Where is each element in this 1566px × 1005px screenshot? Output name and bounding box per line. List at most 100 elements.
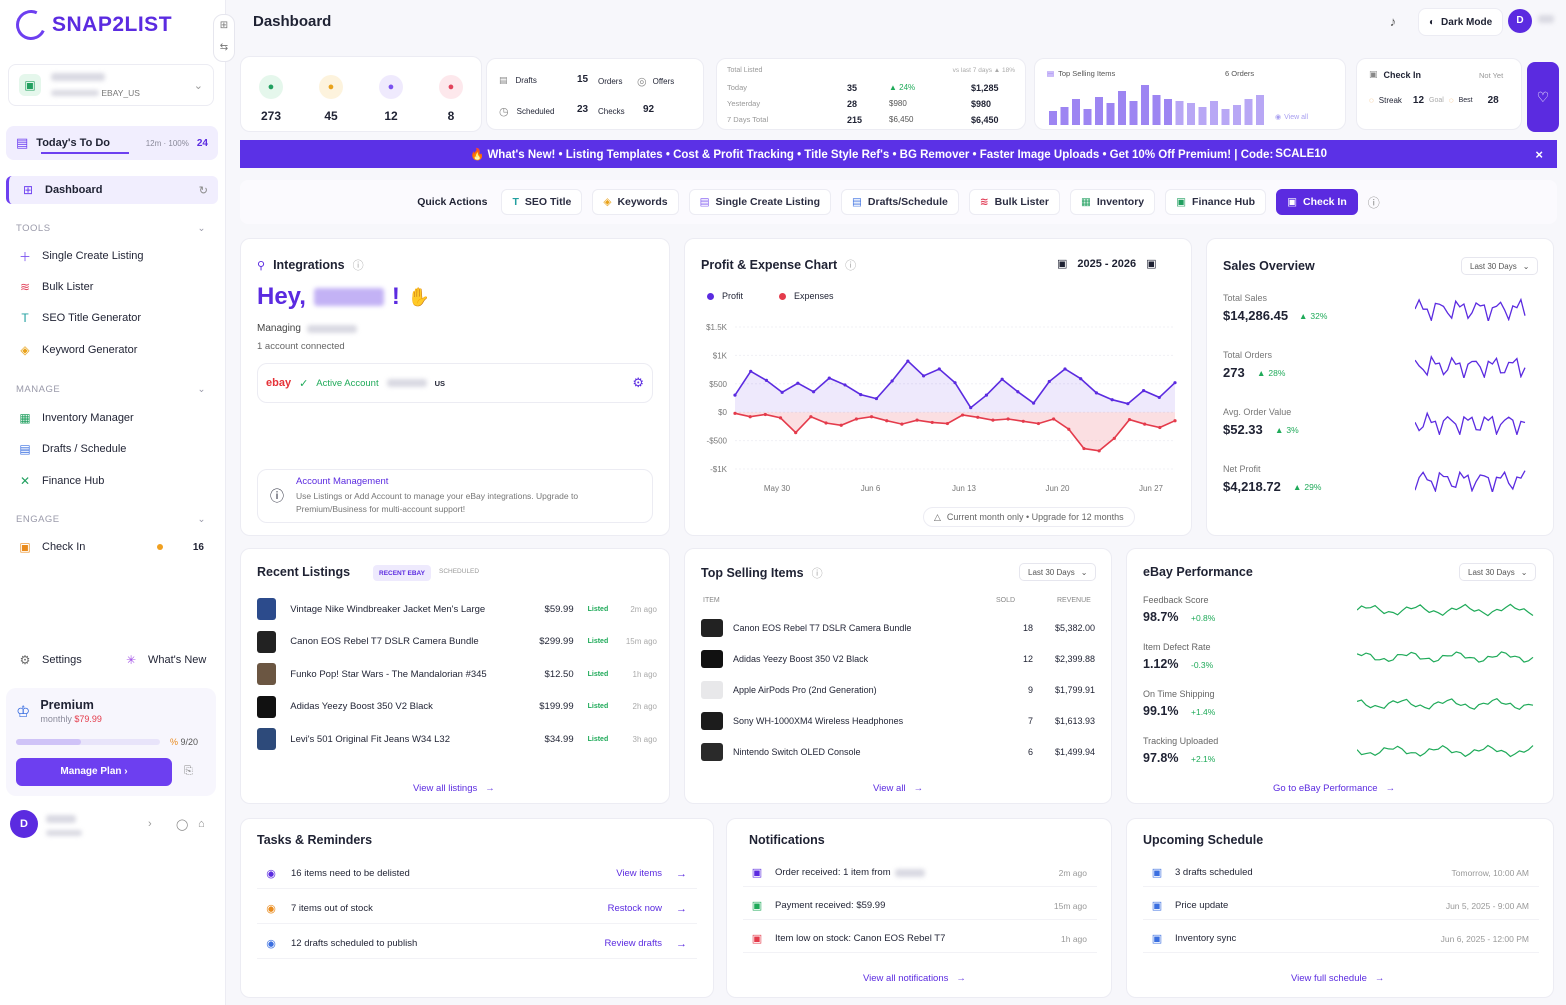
- feedback-button[interactable]: ♡: [1527, 62, 1559, 132]
- account-management-link[interactable]: Account Management: [296, 476, 389, 487]
- tab-scheduled[interactable]: SCHEDULED: [439, 568, 480, 575]
- stat-tile[interactable]: ● 8: [439, 75, 463, 123]
- mini-bar: [1210, 101, 1218, 125]
- schedule-row[interactable]: ▣ Price update Jun 5, 2025 - 9:00 AM: [1143, 892, 1539, 920]
- today-todo[interactable]: ▤ Today's To Do 12m · 100% 24: [6, 126, 218, 160]
- nav-keyword-generator[interactable]: ◈ Keyword Generator: [6, 336, 218, 364]
- listing-row[interactable]: Funko Pop! Star Wars - The Mandalorian #…: [257, 662, 657, 686]
- cart-icon: ●: [259, 75, 283, 99]
- listing-row[interactable]: Levi's 501 Original Fit Jeans W34 L32 $34…: [257, 727, 657, 751]
- qa-finance-hub-button[interactable]: ▣ Finance Hub: [1165, 189, 1267, 215]
- ebay-account-row[interactable]: ebay ✓ Active Account US ⚙: [257, 363, 653, 403]
- qa-seo-title-button[interactable]: T SEO Title: [501, 189, 583, 215]
- goal-label: Goal: [1429, 97, 1444, 104]
- view-full-schedule-link[interactable]: View full schedule →: [1291, 973, 1385, 984]
- task-action-link[interactable]: View items: [616, 868, 662, 879]
- home-icon[interactable]: ⌂: [198, 818, 205, 830]
- top-selling-row[interactable]: Canon EOS Rebel T7 DSLR Camera Bundle 18 $…: [701, 617, 1097, 639]
- info-icon[interactable]: ⓘ: [1367, 195, 1380, 210]
- listing-row[interactable]: Adidas Yeezy Boost 350 V2 Black $199.99 Li…: [257, 695, 657, 719]
- top-selling-row[interactable]: Adidas Yeezy Boost 350 V2 Black 12 $2,399.…: [701, 648, 1097, 670]
- qa-drafts-button[interactable]: ▤ Drafts/Schedule: [840, 189, 959, 215]
- close-icon[interactable]: ×: [1535, 146, 1543, 162]
- bell-icon[interactable]: ♪: [1389, 14, 1397, 29]
- scheduled-count: 23: [577, 104, 589, 115]
- nav-dashboard[interactable]: ⊞ Dashboard ↻: [6, 176, 218, 204]
- nav-finance-hub[interactable]: ✕ Finance Hub: [19, 474, 105, 488]
- info-icon[interactable]: ⓘ: [811, 568, 823, 580]
- calendar-icon: ▣: [1057, 258, 1068, 270]
- info-icon[interactable]: ⓘ: [845, 260, 857, 272]
- nav-drafts-schedule[interactable]: ▤ Drafts / Schedule: [19, 442, 127, 456]
- tab-recent-ebay[interactable]: RECENT EBAY: [373, 565, 431, 581]
- view-all-notifications-link[interactable]: View all notifications →: [863, 973, 966, 984]
- topbar-avatar[interactable]: D: [1508, 9, 1532, 33]
- coupon-icon[interactable]: ⎘: [184, 765, 193, 777]
- checkin-card: ▣ Check In Not Yet ◌ Streak 12 Goal ◌ Bes…: [1356, 58, 1522, 130]
- nav-inventory-manager[interactable]: ▦ Inventory Manager: [19, 411, 134, 425]
- listing-row[interactable]: Vintage Nike Windbreaker Jacket Men's La…: [257, 597, 657, 621]
- nav-single-create[interactable]: ＋ Single Create Listing: [18, 249, 144, 264]
- top-selling-row[interactable]: Nintendo Switch OLED Console 6 $1,499.94: [701, 741, 1097, 763]
- dark-mode-toggle[interactable]: ◐ Dark Mode: [1418, 8, 1504, 36]
- stat-tile[interactable]: ● 12: [379, 75, 403, 123]
- task-row[interactable]: ◉ 12 drafts scheduled to publish Review dr…: [257, 929, 697, 959]
- qa-single-create-button[interactable]: ▤ Single Create Listing: [688, 189, 831, 215]
- nav-seo-title[interactable]: T SEO Title Generator: [6, 304, 218, 332]
- point-expenses: [976, 415, 980, 419]
- nav-check-in[interactable]: ▣ Check In 16: [19, 540, 204, 554]
- task-row[interactable]: ◉ 16 items need to be delisted View items →: [257, 859, 697, 889]
- item-thumbnail: [701, 619, 723, 637]
- go-to-ebay-performance-link[interactable]: Go to eBay Performance →: [1273, 783, 1396, 794]
- schedule-row[interactable]: ▣ 3 drafts scheduled Tomorrow, 10:00 AM: [1143, 859, 1539, 887]
- manage-plan-button[interactable]: Manage Plan ›: [16, 758, 172, 786]
- col-revenue: REVENUE: [1057, 597, 1091, 604]
- chevron-right-icon[interactable]: ›: [148, 818, 152, 830]
- store-icon: ▣: [19, 74, 41, 96]
- listing-row[interactable]: Canon EOS Rebel T7 DSLR Camera Bundle $29…: [257, 630, 657, 654]
- top-selling-mini-view-all[interactable]: ◉ View all: [1275, 113, 1309, 122]
- notification-row[interactable]: ▣ Item low on stock: Canon EOS Rebel T7 1h…: [743, 925, 1097, 953]
- top-selling-view-all-link[interactable]: View all →: [873, 783, 924, 794]
- nav-settings[interactable]: ⚙ Settings: [19, 653, 82, 667]
- task-action-link[interactable]: Restock now: [607, 903, 662, 914]
- manage-heading[interactable]: MANAGE ⌄: [16, 384, 206, 395]
- task-row[interactable]: ◉ 7 items out of stock Restock now →: [257, 894, 697, 924]
- store-selector[interactable]: ▣ EBAY_US ⌄: [8, 64, 214, 106]
- view-all-listings-link[interactable]: View all listings →: [413, 783, 495, 794]
- notifications-card: Notifications ▣ Order received: 1 item fr…: [726, 818, 1112, 998]
- qa-keywords-button[interactable]: ◈ Keywords: [592, 189, 679, 215]
- sales-range-select[interactable]: Last 30 Days ⌄: [1461, 257, 1539, 275]
- refresh-icon[interactable]: ↻: [198, 184, 208, 197]
- info-icon[interactable]: ⓘ: [352, 260, 364, 272]
- tools-heading[interactable]: TOOLS ⌄: [16, 223, 206, 234]
- qa-inventory-button[interactable]: ▦ Inventory: [1069, 189, 1156, 215]
- schedule-row[interactable]: ▣ Inventory sync Jun 6, 2025 - 12:00 PM: [1143, 925, 1539, 953]
- item-name: Nintendo Switch OLED Console: [733, 747, 861, 757]
- task-action-link[interactable]: Review drafts: [604, 938, 662, 949]
- notification-row[interactable]: ▣ Order received: 1 item from 2m ago: [743, 859, 1097, 887]
- nav-bulk-lister[interactable]: ≋ Bulk Lister: [19, 280, 94, 294]
- notification-row[interactable]: ▣ Payment received: $59.99 15m ago: [743, 892, 1097, 920]
- chat-icon[interactable]: ◯: [176, 819, 189, 831]
- top-selling-range-select[interactable]: Last 30 Days ⌄: [1019, 563, 1097, 581]
- top-selling-row[interactable]: Apple AirPods Pro (2nd Generation) 9 $1,79…: [701, 679, 1097, 701]
- engage-heading[interactable]: ENGAGE ⌄: [16, 514, 206, 525]
- qa-check-in-button[interactable]: ▣ Check In: [1276, 189, 1358, 215]
- top-selling-row[interactable]: Sony WH-1000XM4 Wireless Headphones 7 $1,6…: [701, 710, 1097, 732]
- nav-whats-new[interactable]: ✳ What's New: [125, 653, 207, 667]
- perf-metric-value: 1.12%: [1143, 657, 1179, 671]
- stat-tile[interactable]: ● 273: [259, 75, 283, 123]
- qa-bulk-lister-button[interactable]: ≋ Bulk Lister: [968, 189, 1060, 215]
- ebay-range-select[interactable]: Last 30 Days ⌄: [1459, 563, 1537, 581]
- gear-icon[interactable]: ⚙: [632, 375, 644, 390]
- stat-tile[interactable]: ● 45: [319, 75, 343, 123]
- year-range-picker[interactable]: ▣ 2025 - 2026 ▣: [1057, 257, 1157, 271]
- user-avatar[interactable]: D: [10, 810, 38, 838]
- quick-actions-label: Quick Actions: [417, 196, 488, 208]
- sidebar-collapse-button[interactable]: ⊞ ⇆: [213, 14, 235, 62]
- point-expenses: [1006, 417, 1010, 421]
- sales-metric-label: Total Orders: [1223, 350, 1273, 360]
- listed-row-b: $6,450: [971, 115, 999, 125]
- app-logo[interactable]: SNAP2LIST: [11, 5, 172, 45]
